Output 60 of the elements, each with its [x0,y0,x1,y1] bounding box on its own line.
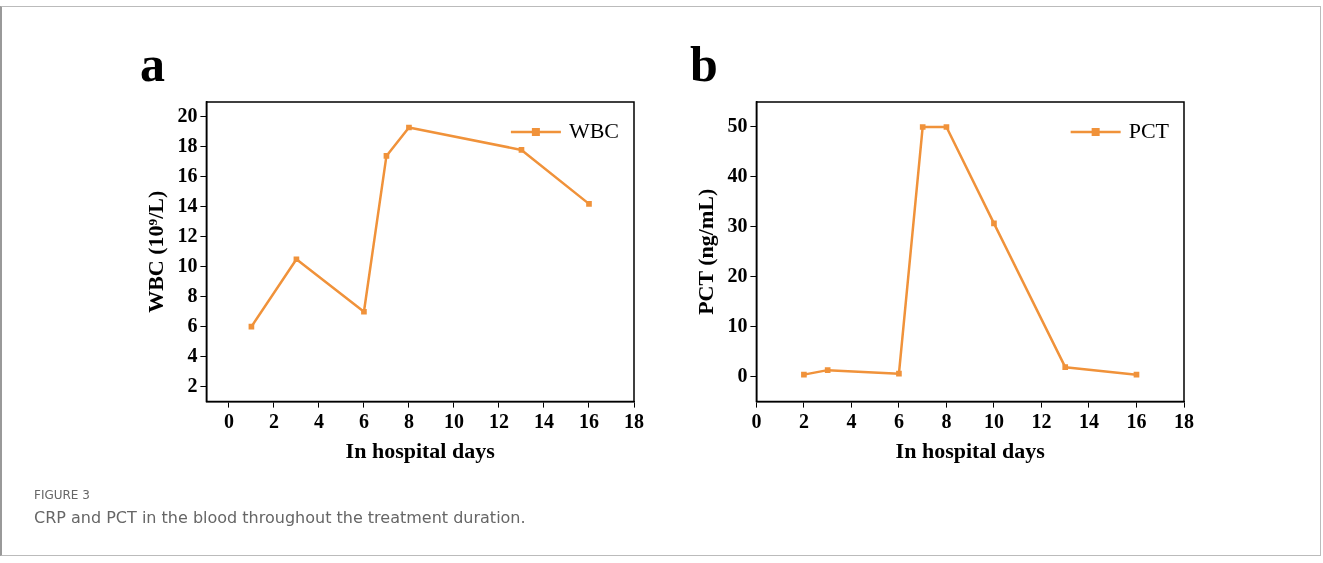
x-tick-label: 0 [223,409,234,432]
point [1062,364,1069,370]
point [406,124,412,131]
y-tick-label: 6 [187,313,198,336]
point [518,147,525,153]
point [586,201,592,207]
legend-label: PCT [1128,117,1170,143]
y-axis-title: PCT (ng/mL) [692,188,718,315]
y-tick-label: 20 [727,263,748,286]
point [943,124,950,130]
point [991,220,997,227]
y-tick-label: 8 [187,283,198,306]
x-tick-label: 2 [268,409,279,432]
x-tick-label: 14 [533,409,554,432]
y-tick-label: 2 [187,373,198,396]
y-tick-label: 16 [177,164,198,187]
y-tick-label: 30 [727,214,748,237]
x-tick-label: 4 [313,409,324,432]
x-tick-label: 16 [578,409,599,432]
y-tick-label: 20 [177,104,198,127]
point [824,367,831,373]
x-tick-label: 18 [624,409,644,432]
x-tick-label: 8 [403,409,414,432]
y-tick-label: 10 [177,253,198,276]
legend-label: WBC [568,117,620,143]
y-tick-label: 10 [727,313,748,336]
x-tick-label: 12 [1031,409,1052,432]
y-axis-title: WBC (10⁹/L) [142,190,168,313]
point [896,370,902,377]
point [919,124,926,130]
x-axis-title: In hospital days [895,438,1046,464]
y-tick-label: 14 [177,194,198,217]
y-tick-label: 18 [177,134,198,157]
x-tick-label: 10 [983,409,1004,432]
text: CRP and PCT in the blood throughout the treatment duration. [34,508,526,527]
y-tick-label: 4 [187,343,198,366]
point [801,371,807,378]
chart-title: a [140,35,165,92]
y-tick-label: 0 [737,363,748,386]
x-tick-label: 8 [941,409,952,432]
x-axis-title: In hospital days [345,438,496,464]
x-tick-label: 4 [846,409,857,432]
x-tick-label: 12 [488,409,509,432]
x-tick-label: 16 [1126,409,1147,432]
caption: FIGURE 3 [34,488,91,502]
x-tick-label: 10 [443,409,464,432]
x-tick-label: 14 [1078,409,1099,432]
point [293,256,300,263]
x-tick-label: 6 [358,409,369,432]
x-tick-label: 0 [751,409,762,432]
point [361,308,367,315]
x-tick-label: 2 [798,409,809,432]
y-tick-label: 50 [727,114,748,137]
x-tick-label: 6 [893,409,904,432]
y-tick-label: 12 [177,223,198,246]
point [383,153,390,159]
x-tick-label: 18 [1174,409,1194,432]
chart-title: b [690,35,718,92]
point [248,323,255,330]
y-tick-label: 40 [727,164,748,187]
